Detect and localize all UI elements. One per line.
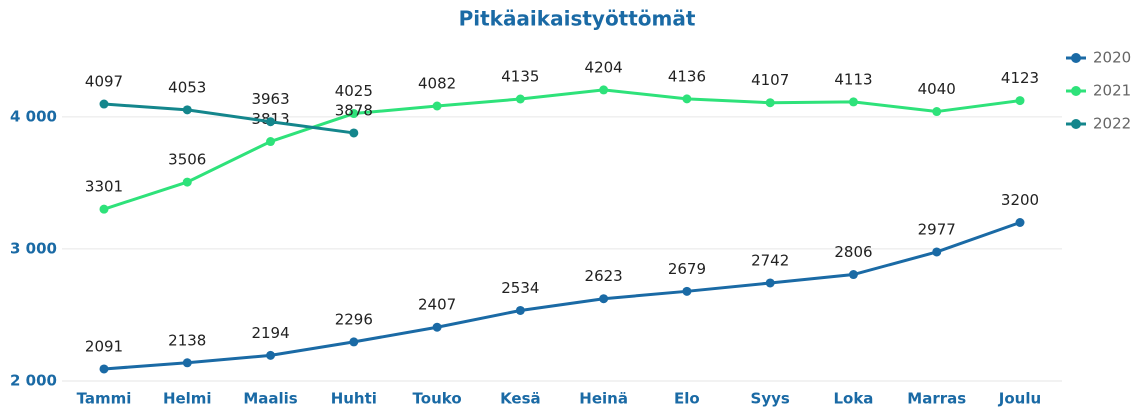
data-label: 2679 <box>668 260 706 278</box>
data-label: 3200 <box>1001 191 1039 209</box>
legend-marker <box>1071 86 1081 96</box>
point <box>349 109 359 119</box>
point <box>182 358 192 368</box>
y-tick-label: 4 000 <box>10 107 57 125</box>
point <box>848 97 858 107</box>
data-label: 4113 <box>834 70 872 88</box>
point <box>682 286 692 296</box>
point <box>182 105 192 115</box>
point <box>182 177 192 187</box>
series-line <box>103 88 1021 211</box>
point <box>1015 218 1025 227</box>
x-tick-label: Helmi <box>163 390 212 408</box>
x-tick-label: Kesä <box>500 390 541 408</box>
point <box>765 278 775 288</box>
x-tick-label: Elo <box>674 390 700 408</box>
point <box>932 247 942 257</box>
point <box>266 137 276 147</box>
data-label: 2138 <box>168 331 206 349</box>
x-tick-label: Touko <box>413 390 462 408</box>
data-label: 4097 <box>85 73 123 91</box>
data-label: 4123 <box>1001 69 1039 87</box>
point <box>1015 96 1025 106</box>
point <box>99 364 109 374</box>
point <box>765 98 775 108</box>
data-label: 2742 <box>751 251 789 269</box>
series-line <box>103 221 1021 371</box>
point <box>349 337 359 347</box>
chart-title: Pitkäaikaistyöttömät <box>459 7 696 31</box>
data-label: 4053 <box>168 78 206 96</box>
data-label: 2977 <box>918 220 956 238</box>
data-label: 4082 <box>418 75 456 93</box>
data-label: 3506 <box>168 151 206 169</box>
data-label: 2194 <box>251 324 289 342</box>
data-label: 3878 <box>335 101 373 119</box>
point <box>848 270 858 280</box>
y-tick-label: 3 000 <box>10 239 57 257</box>
data-label: 2534 <box>501 279 539 297</box>
y-tick-label: 2 000 <box>10 372 57 390</box>
data-label: 4040 <box>918 80 956 98</box>
data-label: 2296 <box>335 310 373 328</box>
data-label: 2091 <box>85 337 123 355</box>
data-label: 4025 <box>335 82 373 100</box>
point <box>432 101 442 111</box>
legend-label: 2021 <box>1093 82 1131 100</box>
data-label: 2407 <box>418 296 456 314</box>
data-label: 4135 <box>501 68 539 86</box>
legend-label: 2020 <box>1093 49 1131 67</box>
point <box>99 204 109 214</box>
point <box>349 128 359 138</box>
point <box>599 85 609 95</box>
x-tick-label: Huhti <box>331 390 377 408</box>
point <box>266 350 276 360</box>
series-line <box>103 102 355 135</box>
legend-marker <box>1071 119 1081 129</box>
legend-marker <box>1071 53 1081 63</box>
x-tick-label: Tammi <box>77 390 132 408</box>
point <box>599 294 609 304</box>
x-tick-label: Loka <box>833 390 873 408</box>
x-tick-label: Joulu <box>998 390 1041 408</box>
data-label: 2623 <box>585 267 623 285</box>
x-tick-label: Syys <box>751 390 790 408</box>
point <box>515 305 525 315</box>
x-tick-label: Maalis <box>243 390 297 408</box>
x-tick-label: Marras <box>907 390 966 408</box>
data-label: 4107 <box>751 71 789 89</box>
point <box>515 94 525 104</box>
data-label: 4204 <box>585 58 623 76</box>
point <box>99 99 109 109</box>
point <box>932 107 942 117</box>
point <box>682 94 692 104</box>
data-label: 4136 <box>668 67 706 85</box>
data-label: 3963 <box>251 90 289 108</box>
point <box>432 322 442 332</box>
data-label: 2806 <box>834 243 872 261</box>
data-label: 3301 <box>85 178 123 196</box>
legend-label: 2022 <box>1093 115 1131 133</box>
x-tick-label: Heinä <box>579 390 628 408</box>
point <box>266 117 276 127</box>
